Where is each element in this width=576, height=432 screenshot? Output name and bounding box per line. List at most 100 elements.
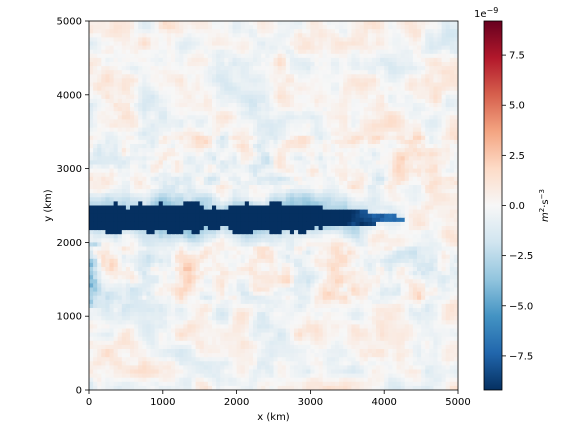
heatmap-cell <box>326 94 332 100</box>
heatmap-cell <box>453 127 458 133</box>
heatmap-cell <box>384 98 389 104</box>
heatmap-cell <box>150 62 156 67</box>
heatmap-cell <box>203 82 209 88</box>
heatmap-cell <box>212 189 217 194</box>
heatmap-cell <box>216 205 221 211</box>
heatmap-cell <box>269 185 275 190</box>
heatmap-cell <box>203 66 209 71</box>
heatmap-cell <box>437 70 443 75</box>
heatmap-cell <box>298 209 303 215</box>
heatmap-cell <box>318 94 324 100</box>
heatmap-cell <box>203 41 209 47</box>
heatmap-cell <box>281 135 287 141</box>
heatmap-cell <box>400 148 406 153</box>
heatmap-cell <box>105 201 111 207</box>
heatmap-cell <box>355 49 361 55</box>
heatmap-cell <box>212 29 217 34</box>
heatmap-cell <box>335 103 340 108</box>
heatmap-cell <box>220 45 225 51</box>
heatmap-cell <box>199 217 205 223</box>
heatmap-cell <box>269 176 275 182</box>
heatmap-cell <box>150 131 156 137</box>
heatmap-cell <box>265 62 270 67</box>
heatmap-cell <box>105 21 111 26</box>
heatmap-cell <box>417 152 422 157</box>
heatmap-cell <box>150 70 156 75</box>
heatmap-cell <box>335 148 340 153</box>
heatmap-cell <box>130 45 135 51</box>
heatmap-cell <box>363 86 369 92</box>
heatmap-cell <box>224 156 229 161</box>
heatmap-cell <box>269 57 275 63</box>
heatmap-cell <box>207 139 213 145</box>
heatmap-cell <box>441 66 447 71</box>
heatmap-cell <box>421 33 426 38</box>
heatmap-cell <box>265 45 270 51</box>
heatmap-cell <box>125 185 131 190</box>
heatmap-cell <box>343 176 348 182</box>
heatmap-cell <box>175 119 180 125</box>
heatmap-cell <box>158 74 164 79</box>
heatmap-cell <box>351 131 357 137</box>
heatmap-cell <box>187 230 193 235</box>
heatmap-cell <box>105 111 111 116</box>
heatmap-cell <box>203 74 209 79</box>
heatmap-cell <box>318 139 324 145</box>
heatmap-cell <box>396 37 402 43</box>
heatmap-cell <box>294 107 299 112</box>
heatmap-cell <box>113 226 119 231</box>
heatmap-cell <box>371 123 377 129</box>
heatmap-cell <box>449 78 455 84</box>
heatmap-cell <box>351 70 357 75</box>
heatmap-cell <box>302 189 307 194</box>
heatmap-cell <box>150 185 156 190</box>
heatmap-cell <box>322 53 328 59</box>
heatmap-cell <box>412 193 418 198</box>
heatmap-cell <box>384 205 389 211</box>
heatmap-cell <box>154 45 160 51</box>
heatmap-cell <box>429 148 434 153</box>
heatmap-cell <box>261 21 266 26</box>
heatmap-cell <box>121 238 127 243</box>
heatmap-cell <box>318 82 324 88</box>
heatmap-cell <box>335 197 340 202</box>
heatmap-cell <box>207 152 213 157</box>
heatmap-cell <box>298 135 303 141</box>
heatmap-cell <box>314 33 320 38</box>
heatmap-cell <box>322 221 328 227</box>
heatmap-cell <box>183 66 188 71</box>
heatmap-cell <box>150 189 156 194</box>
heatmap-cell <box>425 160 430 166</box>
heatmap-cell <box>408 57 414 63</box>
heatmap-cell <box>326 86 332 92</box>
heatmap-cell <box>113 131 119 137</box>
heatmap-cell <box>224 217 229 223</box>
heatmap-cell <box>89 66 94 71</box>
heatmap-cell <box>244 33 250 38</box>
heatmap-cell <box>326 74 332 79</box>
heatmap-cell <box>113 82 119 88</box>
heatmap-cell <box>109 66 115 71</box>
heatmap-cell <box>367 180 373 186</box>
heatmap-cell <box>384 160 389 166</box>
heatmap-cell <box>441 213 447 219</box>
heatmap-cell <box>253 131 258 137</box>
heatmap-cell <box>142 230 147 235</box>
heatmap-cell <box>261 193 266 198</box>
heatmap-cell <box>228 226 234 231</box>
heatmap-cell <box>380 168 385 174</box>
heatmap-cell <box>437 221 443 227</box>
heatmap-cell <box>203 29 209 34</box>
heatmap-cell <box>240 242 246 248</box>
heatmap-cell <box>384 45 389 51</box>
heatmap-cell <box>429 37 434 43</box>
heatmap-cell <box>134 41 139 47</box>
heatmap-cell <box>404 230 410 235</box>
heatmap-cell <box>412 127 418 133</box>
heatmap-cell <box>335 180 340 186</box>
heatmap-cell <box>121 156 127 161</box>
heatmap-cell <box>294 49 299 55</box>
heatmap-cell <box>396 111 402 116</box>
heatmap-cell <box>195 226 201 231</box>
heatmap-cell <box>281 226 287 231</box>
